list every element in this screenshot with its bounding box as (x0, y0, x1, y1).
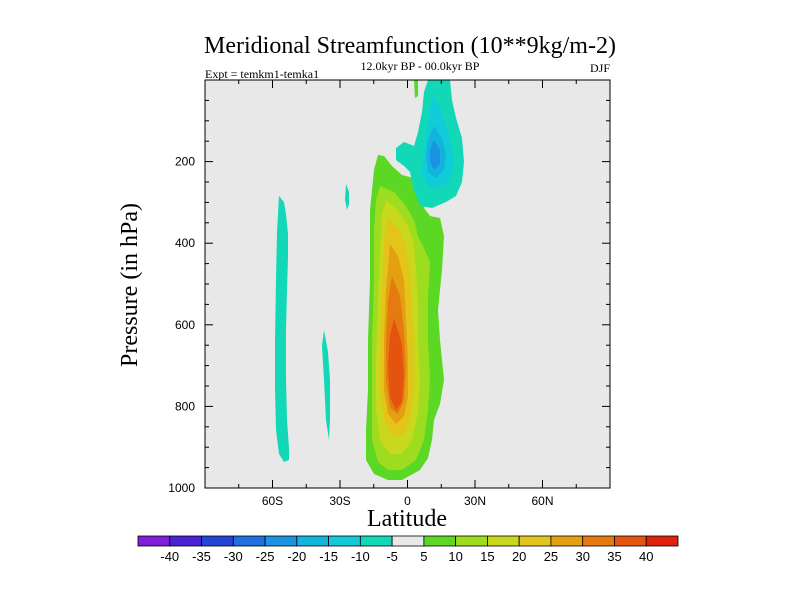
period-label: 12.0kyr BP - 00.0kyr BP (361, 59, 480, 73)
colorbar-box (518, 535, 552, 547)
x-axis-label: Latitude (367, 506, 447, 532)
y-tick-label: 200 (175, 155, 195, 169)
colorbar-label: 5 (420, 549, 427, 564)
colorbar-box (137, 535, 171, 547)
colorbar-label: 20 (512, 549, 526, 564)
contour-sh-neg-cell (275, 196, 289, 462)
plot-area: 60S 30S 0 30N 60N 200 400 600 800 1000 (168, 79, 611, 508)
colorbar-label: -30 (224, 549, 243, 564)
colorbar-box (232, 535, 266, 547)
contour-sh-neg-dot (345, 184, 349, 210)
x-tick-label: 60S (262, 494, 283, 508)
colorbar-box (391, 535, 425, 547)
colorbar-label: -15 (319, 549, 338, 564)
colorbar-box (645, 535, 679, 547)
contour-pos-35 (388, 318, 404, 410)
colorbar-box (582, 535, 615, 547)
x-tick-label: 30N (464, 494, 486, 508)
colorbar-label: -35 (192, 549, 211, 564)
contour-upper-neg-20 (430, 140, 440, 170)
y-tick-label: 800 (175, 399, 195, 413)
colorbar-label: -10 (351, 549, 370, 564)
colorbar-label: 35 (607, 549, 621, 564)
colorbar-label: 40 (639, 549, 653, 564)
y-tick-label: 600 (175, 318, 195, 332)
y-axis-label: Pressure (in hPa) (117, 203, 143, 367)
colorbar-box (264, 535, 298, 547)
x-tick-label: 30S (329, 494, 350, 508)
colorbar-box (328, 535, 361, 547)
colorbar-label: -5 (386, 549, 398, 564)
contour-top-pos (414, 80, 418, 98)
y-tick-label: 400 (175, 236, 195, 250)
y-tick-label: 1000 (168, 481, 195, 495)
colorbar-label: 10 (448, 549, 462, 564)
contour-sh-neg-small (322, 330, 330, 440)
colorbar-box (423, 535, 457, 547)
colorbar-label: 30 (575, 549, 589, 564)
x-tick-label: 0 (404, 494, 411, 508)
colorbar-box (614, 535, 647, 547)
colorbar-label: 25 (544, 549, 558, 564)
colorbar-box (455, 535, 488, 547)
colorbar-box (487, 535, 520, 547)
colorbar-label: -25 (256, 549, 275, 564)
experiment-label: Expt = temkm1-temka1 (205, 67, 319, 81)
season-label: DJF (590, 61, 610, 75)
x-tick-label: 60N (531, 494, 553, 508)
colorbar-label: 15 (480, 549, 494, 564)
colorbar-box (201, 535, 234, 547)
axis-ticks: 60S 30S 0 30N 60N 200 400 600 800 1000 (168, 80, 610, 508)
colorbar: -40 -35 -30 -25 -20 -15 -10 -5 5 10 15 20 25 30 35 40 (137, 535, 679, 564)
colorbar-box (359, 535, 393, 547)
colorbar-box (169, 535, 202, 547)
colorbar-label: -40 (160, 549, 179, 564)
colorbar-box (550, 535, 584, 547)
chart-title: Meridional Streamfunction (10**9kg/m-2) (204, 33, 616, 59)
colorbar-box (296, 535, 329, 547)
colorbar-label: -20 (287, 549, 306, 564)
